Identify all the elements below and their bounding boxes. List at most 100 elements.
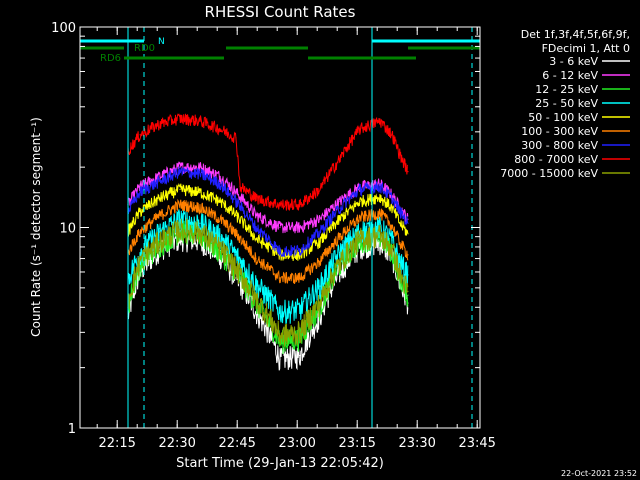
legend-label-6: 300 - 800 keV <box>521 139 598 152</box>
axes: 1 10 100 22:15 22:30 22:45 23:00 23:15 23:30 23:4… <box>51 21 496 451</box>
x-tick-label-6: 23:45 <box>458 436 495 451</box>
series-6-point-9 <box>299 249 301 251</box>
series-7-point-13 <box>359 128 361 130</box>
series-line-6 <box>127 166 409 258</box>
series-1-point-5 <box>219 175 221 177</box>
series-4-point-13 <box>379 196 381 198</box>
series-0-point-6 <box>235 277 237 279</box>
state-bar-rd6-0 <box>124 56 224 60</box>
series-5-point-2 <box>159 214 161 216</box>
series-1-point-8 <box>279 226 281 229</box>
series-8-point-7 <box>255 298 257 300</box>
series-8-point-2 <box>159 240 161 242</box>
series-8-point-10 <box>319 302 321 304</box>
series-1-point-10 <box>319 218 321 220</box>
state-bar-rd6-1 <box>308 56 416 60</box>
series-6-point-5 <box>219 183 221 185</box>
series-7-point-3 <box>179 117 181 120</box>
series-2-point-12 <box>359 240 361 242</box>
chart-title: RHESSI Count Rates <box>205 3 356 21</box>
series-6-point-1 <box>139 191 141 193</box>
series-2-point-16 <box>407 294 409 296</box>
x-tick-label-2: 22:45 <box>218 436 255 451</box>
series-7-point-4 <box>199 120 201 122</box>
series-8-point-9 <box>299 331 301 333</box>
series-6-point-15 <box>399 211 401 213</box>
series-7-point-6 <box>235 137 237 139</box>
legend-label-7: 800 - 7000 keV <box>514 153 598 166</box>
series-8-point-5 <box>219 247 221 249</box>
legend-label-4: 50 - 100 keV <box>528 111 598 124</box>
series-4-point-2 <box>159 197 161 199</box>
series-3-point-5 <box>219 236 221 238</box>
series-3-point-6 <box>235 254 237 256</box>
series-7-point-14 <box>379 120 381 122</box>
series-1-point-7 <box>255 214 257 216</box>
series-7-point-17 <box>407 171 409 173</box>
series-1-point-6 <box>235 191 237 193</box>
series-7-point-2 <box>159 122 161 125</box>
series-3-point-3 <box>179 218 181 220</box>
series-6-point-2 <box>159 180 161 182</box>
series-line-8 <box>127 218 409 347</box>
series-3-point-4 <box>199 222 201 224</box>
series-1-point-4 <box>199 166 201 168</box>
series-6-point-6 <box>235 200 237 202</box>
series-1-point-9 <box>299 226 301 229</box>
series-7-point-9 <box>279 204 281 206</box>
series-3-point-8 <box>279 311 281 313</box>
series-4-point-1 <box>139 211 141 213</box>
series-8-point-15 <box>399 274 401 276</box>
series-5-point-5 <box>219 218 221 220</box>
series-7-point-11 <box>319 188 321 190</box>
series-3-point-9 <box>299 308 301 311</box>
series-4-point-5 <box>219 200 221 202</box>
series-3-point-1 <box>139 251 141 254</box>
series-6-point-12 <box>359 188 361 190</box>
series-8-point-4 <box>199 231 201 233</box>
series-5-point-16 <box>407 254 409 256</box>
series-6-point-13 <box>379 185 381 188</box>
series-0-point-8 <box>279 358 281 360</box>
series-5-point-8 <box>279 277 281 279</box>
date-stamp: 22-Oct-2021 23:52 <box>561 469 637 478</box>
series-line-5 <box>127 198 409 284</box>
state-bar-n-0 <box>80 39 144 43</box>
state-label-rd6: RD6 <box>100 53 121 64</box>
state-bar-n-1 <box>372 39 480 43</box>
series-6-point-3 <box>179 171 181 173</box>
series-4-point-10 <box>319 241 321 243</box>
series-4-point-15 <box>399 222 401 224</box>
series-4-point-4 <box>199 191 201 193</box>
legend-header-0: Det 1f,3f,4f,5f,6f,9f, <box>521 28 630 41</box>
x-tick-label-4: 23:15 <box>338 436 375 451</box>
series-8-point-11 <box>339 261 341 263</box>
series-3-point-14 <box>391 240 393 242</box>
series-5-point-10 <box>319 260 321 262</box>
legend-label-1: 6 - 12 keV <box>542 69 598 82</box>
series-8-point-14 <box>391 248 393 250</box>
series-5-point-1 <box>139 231 141 233</box>
legend-label-8: 7000 - 15000 keV <box>500 167 598 180</box>
series-line-4 <box>127 183 409 261</box>
series-3-point-16 <box>407 274 409 276</box>
series-5-point-11 <box>339 236 341 238</box>
series-5-point-4 <box>199 206 201 208</box>
series-6-point-8 <box>279 250 281 252</box>
legend-label-0: 3 - 6 keV <box>549 55 598 68</box>
series-8-point-1 <box>139 260 141 262</box>
series-4-point-14 <box>391 207 393 209</box>
series-8-point-12 <box>359 238 361 240</box>
series-5-point-9 <box>299 277 301 279</box>
state-bar-rd0-1 <box>226 46 308 50</box>
series-7-point-1 <box>139 134 141 136</box>
y-tick-label-2: 100 <box>51 21 76 36</box>
x-tick-label-5: 23:30 <box>398 436 435 451</box>
series-6-point-7 <box>255 226 257 229</box>
legend-header-1: FDecimi 1, Att 0 <box>542 42 630 55</box>
x-tick-label-0: 22:15 <box>98 436 135 451</box>
series-5-point-14 <box>391 225 393 227</box>
series-5-point-13 <box>379 212 381 214</box>
series-7-point-12 <box>339 158 341 160</box>
